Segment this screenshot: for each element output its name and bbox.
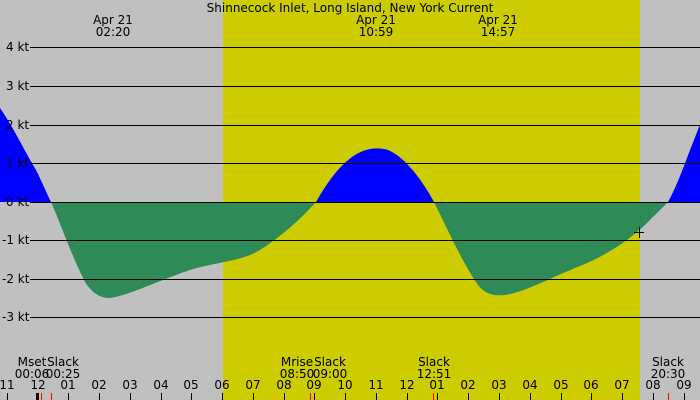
- hour-label: 03: [122, 378, 137, 392]
- chart-title: Shinnecock Inlet, Long Island, New York …: [207, 1, 494, 15]
- hour-label: 12: [30, 378, 45, 392]
- hour-label: 02: [460, 378, 475, 392]
- y-tick-label: 0 kt: [6, 195, 29, 209]
- hour-label: 02: [91, 378, 106, 392]
- event-time: 12:51: [417, 367, 452, 381]
- event-time: 08:50: [280, 367, 315, 381]
- y-tick-label: 1 kt: [6, 156, 29, 170]
- y-axis-labels: 4 kt 3 kt 2 kt 1 kt 0 kt -1 kt -2 kt -3 …: [2, 40, 30, 324]
- cursor-crosshair-icon: [634, 227, 644, 238]
- ebb-area-1: [51, 202, 316, 298]
- hour-label: 10: [337, 378, 352, 392]
- extremum-date: Apr 21: [93, 13, 133, 27]
- hour-label: 08: [645, 378, 660, 392]
- event-label: Slack: [47, 355, 79, 369]
- event-time: 20:30: [651, 367, 686, 381]
- hour-label: 06: [583, 378, 598, 392]
- event-label: Slack: [652, 355, 684, 369]
- hour-label: 04: [153, 378, 168, 392]
- current-area: [0, 108, 700, 298]
- hour-ticks: [7, 393, 685, 400]
- hour-label: 08: [276, 378, 291, 392]
- gridlines: [30, 47, 700, 318]
- y-tick-label: 3 kt: [6, 79, 29, 93]
- event-label: Slack: [418, 355, 450, 369]
- hour-label: 04: [522, 378, 537, 392]
- y-tick-label: 4 kt: [6, 40, 29, 54]
- event-time: 00:06: [15, 367, 50, 381]
- y-tick-label: -3 kt: [2, 310, 30, 324]
- hour-label: 01: [60, 378, 75, 392]
- hour-label: 06: [214, 378, 229, 392]
- x-axis-labels: 11 12 01 02 03 04 05 06 07 08 09 10 11 1…: [0, 378, 692, 392]
- extremum-date: Apr 21: [478, 13, 518, 27]
- event-label: Mset: [18, 355, 47, 369]
- hour-label: 07: [614, 378, 629, 392]
- hour-label: 03: [491, 378, 506, 392]
- ebb-area-2: [434, 202, 668, 296]
- event-label: Slack: [314, 355, 346, 369]
- hour-label: 11: [0, 378, 15, 392]
- flood-area-middle: [316, 148, 434, 202]
- hour-label: 01: [429, 378, 444, 392]
- hour-label: 09: [306, 378, 321, 392]
- hour-label: 05: [553, 378, 568, 392]
- event-time: 09:00: [313, 367, 348, 381]
- extremum-time: 10:59: [359, 25, 394, 39]
- flood-area-right: [668, 124, 700, 202]
- extremum-date: Apr 21: [356, 13, 396, 27]
- hour-label: 11: [368, 378, 383, 392]
- y-tick-label: -2 kt: [2, 272, 30, 286]
- extrema-labels: Apr 21 02:20 Apr 21 10:59 Apr 21 14:57: [93, 13, 518, 39]
- hour-label: 09: [676, 378, 691, 392]
- event-label: Mrise: [281, 355, 313, 369]
- bottom-event-labels: Mset 00:06 Slack 00:25 Mrise 08:50 Slack…: [15, 355, 686, 381]
- y-tick-label: 2 kt: [6, 118, 29, 132]
- hour-label: 12: [399, 378, 414, 392]
- event-time: 00:25: [46, 367, 81, 381]
- event-markers: [36, 393, 669, 400]
- hour-label: 05: [183, 378, 198, 392]
- flood-area-left: [0, 108, 51, 202]
- extremum-time: 14:57: [481, 25, 516, 39]
- hour-label: 07: [245, 378, 260, 392]
- y-tick-label: -1 kt: [2, 233, 30, 247]
- extremum-time: 02:20: [96, 25, 131, 39]
- moonset-marker: [36, 393, 39, 400]
